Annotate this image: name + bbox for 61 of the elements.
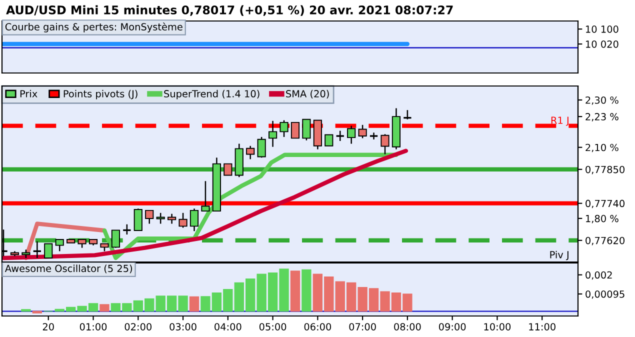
candlestick [168, 213, 176, 224]
candlestick [280, 120, 288, 138]
legend-label: Prix [20, 90, 38, 98]
candlestick [358, 124, 367, 139]
candlestick [201, 180, 210, 212]
y-tick-label: 10 100 [586, 26, 618, 33]
x-tick-label: 10:00 [484, 323, 511, 330]
chart-title: AUD/USD Mini 15 minutes 0,78017 (+0,51 %) 20 avr. 2021 08:07:27 [6, 5, 453, 16]
candlestick [335, 130, 345, 142]
line-series [2, 148, 408, 260]
y2-tick-label: 2,23 % [586, 113, 618, 122]
x-tick-label: 07:00 [349, 323, 376, 330]
x-tick-label: 08:00 [394, 323, 421, 330]
candlestick [347, 125, 356, 144]
candlestick [111, 230, 120, 248]
candlestick [268, 120, 278, 148]
candlestick [178, 212, 188, 228]
annotation: Piv J [550, 250, 568, 260]
annotation: Points pivots (J) [64, 90, 138, 100]
y-tick-label: 0,00095 [586, 290, 624, 299]
bar [302, 269, 312, 312]
candlestick [302, 118, 311, 141]
y2-tick-label: 1,80 % [586, 214, 618, 224]
candlestick [145, 210, 154, 224]
candlestick [224, 163, 232, 176]
x-tick-label: 03:00 [170, 323, 196, 330]
candlestick [156, 212, 165, 224]
x-tick-label: 05:00 [259, 323, 286, 330]
x-tick-label: 01:00 [80, 323, 107, 330]
x-tick-label: 09:00 [438, 323, 466, 330]
candlestick [246, 145, 255, 160]
bar [290, 270, 300, 312]
candlestick [44, 243, 53, 258]
legend-label: SuperTrend (1.4 10) [164, 90, 260, 100]
legend-label: SMA (20) [286, 90, 329, 99]
ref-line-label: R1 J [551, 116, 568, 126]
candlestick [324, 134, 334, 146]
x-tick-label: 06:00 [304, 323, 332, 330]
candlestick [190, 208, 199, 232]
y2-tick-label: 2,30 % [586, 96, 618, 105]
line-series [102, 152, 398, 260]
y-tick-label: 10 020 [586, 40, 618, 48]
x-tick-label: 02:00 [124, 323, 152, 330]
candlestick [290, 122, 300, 139]
candlestick [402, 109, 412, 120]
bar [100, 304, 110, 312]
x-tick-label: 20 [42, 323, 54, 330]
chart-title: Awesome Oscillator (5 25) [4, 264, 132, 274]
candlestick [55, 238, 64, 252]
x-tick-label: 04:00 [214, 323, 242, 330]
x-tick-label: 11:00 [529, 323, 556, 330]
y-tick-label: 0,77620 [586, 236, 625, 246]
candlestick [380, 134, 390, 155]
y2-tick-label: 2,10 % [586, 144, 618, 152]
chart-subtitle: Courbe gains & pertes: MonSystème [5, 22, 182, 32]
bar [189, 296, 200, 312]
y-tick-label: 0,77740 [586, 200, 625, 208]
candlestick [134, 208, 142, 232]
y-tick-label: 0,77850 [586, 166, 625, 174]
y-tick-label: 0,002 [586, 271, 612, 280]
candlestick [257, 136, 266, 158]
